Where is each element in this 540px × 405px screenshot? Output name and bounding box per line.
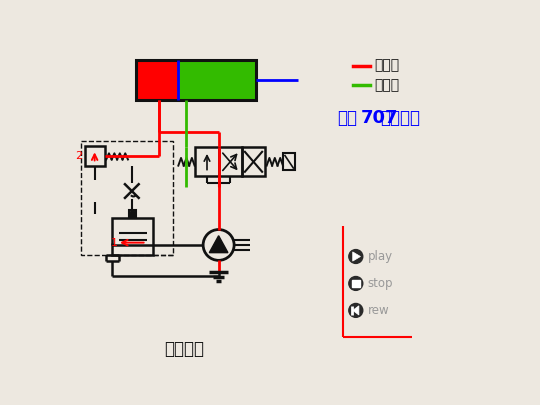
Bar <box>85 146 105 166</box>
Polygon shape <box>353 252 361 261</box>
Text: rew: rew <box>367 304 389 317</box>
Text: 剪辑制作: 剪辑制作 <box>381 109 421 127</box>
Circle shape <box>349 277 363 290</box>
Text: 2: 2 <box>75 151 82 162</box>
Bar <box>352 279 360 287</box>
Circle shape <box>349 249 363 263</box>
Bar <box>82 141 173 255</box>
Text: play: play <box>367 250 393 263</box>
Bar <box>195 147 219 177</box>
Circle shape <box>349 303 363 318</box>
Bar <box>178 60 256 100</box>
Text: 707: 707 <box>361 109 398 127</box>
Bar <box>136 60 178 100</box>
Text: 二级调压: 二级调压 <box>164 340 204 358</box>
Polygon shape <box>353 306 359 315</box>
Text: 进油路: 进油路 <box>374 59 400 72</box>
Bar <box>129 210 137 218</box>
Bar <box>112 218 153 255</box>
Text: 回油路: 回油路 <box>374 78 400 92</box>
Circle shape <box>130 211 136 217</box>
Text: stop: stop <box>367 277 393 290</box>
Text: 1: 1 <box>111 238 118 247</box>
Polygon shape <box>210 236 228 253</box>
Bar <box>283 153 295 170</box>
Bar <box>136 60 256 100</box>
Text: 化工: 化工 <box>337 109 357 127</box>
Bar <box>219 147 242 177</box>
Bar <box>242 147 265 177</box>
